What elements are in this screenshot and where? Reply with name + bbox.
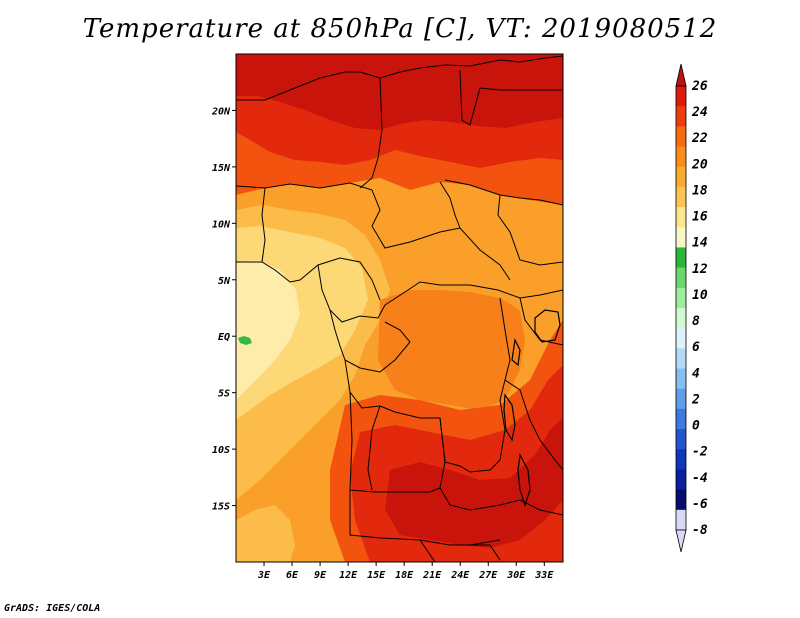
colorbar-label: 0 (692, 419, 700, 434)
longitude-axis: 3E 6E 9E 12E 15E 18E 21E 24E 27E 30E 33E (257, 562, 554, 581)
colorbar-bottom-arrow (675, 529, 687, 553)
colorbar-label: -2 (692, 445, 708, 460)
map-frame (235, 53, 564, 563)
colorbar-label: 14 (692, 236, 708, 251)
colorbar-label: 2 (691, 392, 700, 407)
colorbar-segment (676, 166, 686, 188)
lon-tick-label: 15E (367, 570, 386, 581)
lon-tick-label: 18E (395, 570, 414, 581)
lon-tick-label: 27E (478, 570, 498, 581)
colorbar-label: 12 (692, 262, 708, 277)
colorbar-segment (676, 408, 686, 430)
lon-tick-label: 30E (506, 570, 526, 581)
lon-tick-label: 6E (286, 570, 299, 581)
colorbar-label: 6 (692, 340, 700, 355)
temperature-field (236, 54, 563, 562)
lat-tick-label: 5N (218, 276, 231, 287)
colorbar-label: -4 (692, 471, 708, 486)
colorbar-segment (676, 126, 686, 148)
colorbar-segment (676, 509, 686, 531)
colorbar-label: 16 (692, 210, 708, 225)
lakes (503, 309, 561, 507)
colorbar-segment (676, 267, 686, 289)
colorbar-label: 24 (691, 105, 708, 120)
country-borders (236, 55, 563, 562)
colorbar-segment (676, 247, 686, 269)
colorbar-label: 26 (691, 79, 708, 94)
colorbar-label: -8 (692, 523, 708, 538)
colorbar-segment (676, 86, 686, 107)
grads-credit: GrADS: IGES/COLA (4, 603, 101, 614)
colorbar-segment (676, 469, 686, 491)
lon-tick-label: 33E (534, 570, 554, 581)
colorbar-label: 18 (692, 183, 708, 198)
colorbar-label: 20 (691, 157, 708, 172)
lat-tick-label: 5S (218, 389, 230, 400)
colorbar-segment (676, 489, 686, 511)
colorbar-top-arrow (675, 63, 687, 87)
colorbar-label: 8 (692, 314, 700, 329)
colorbar-segment (676, 146, 686, 168)
colorbar-segment (676, 449, 686, 470)
colorbar-label: 22 (691, 131, 708, 146)
colorbar-segment (676, 348, 686, 370)
colorbar-segment (676, 287, 686, 309)
field-band-north-26 (236, 54, 563, 130)
lat-tick-label: EQ (218, 332, 230, 343)
field-south-26 (385, 418, 563, 548)
colorbar-segment (676, 207, 686, 228)
lon-tick-label: 12E (339, 570, 358, 581)
lon-tick-label: 21E (422, 570, 442, 581)
colorbar-segment (676, 186, 686, 208)
field-central-20 (378, 290, 525, 410)
lon-tick-label: 24E (450, 570, 470, 581)
lat-tick-label: 10S (212, 445, 230, 456)
colorbar-segment (676, 328, 686, 349)
colorbar-label: 4 (692, 366, 700, 381)
field-cool-west-12 (236, 260, 300, 400)
latitude-axis: 20N 15N 10N 5N EQ 5S 10S 15S (211, 106, 236, 513)
colorbar-label: -6 (692, 497, 708, 512)
colorbar-segment (676, 227, 686, 248)
map-title: Temperature at 850hPa [C], VT: 201908051… (82, 14, 718, 44)
colorbar-segment (676, 429, 686, 450)
lon-tick-label: 3E (257, 570, 271, 581)
colorbar-segment (676, 388, 686, 410)
lat-tick-label: 15S (212, 502, 230, 513)
field-southwest-16 (236, 505, 295, 562)
colorbar-label: 10 (692, 288, 708, 303)
lat-tick-label: 10N (212, 219, 231, 230)
field-green-patch (238, 336, 252, 345)
lon-tick-label: 9E (314, 570, 327, 581)
colorbar-segment (676, 106, 686, 127)
lat-tick-label: 15N (212, 163, 231, 174)
colorbar-segment (676, 368, 686, 390)
lat-tick-label: 20N (211, 106, 231, 117)
colorbar-segment (676, 308, 686, 329)
